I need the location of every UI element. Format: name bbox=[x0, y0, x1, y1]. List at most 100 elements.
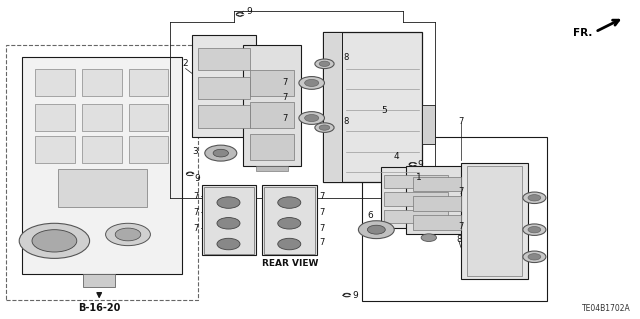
Bar bbox=[82, 69, 122, 96]
Bar bbox=[198, 105, 250, 128]
Bar bbox=[82, 104, 122, 131]
Bar bbox=[83, 274, 115, 287]
Bar bbox=[381, 167, 454, 228]
Text: REAR VIEW: REAR VIEW bbox=[262, 259, 318, 268]
Bar bbox=[35, 104, 75, 131]
Circle shape bbox=[345, 294, 349, 296]
Bar bbox=[384, 210, 448, 223]
Circle shape bbox=[217, 238, 240, 250]
Bar bbox=[384, 175, 448, 188]
Text: 7: 7 bbox=[458, 222, 463, 231]
Bar bbox=[256, 166, 288, 171]
Circle shape bbox=[299, 77, 324, 89]
Bar bbox=[364, 227, 389, 232]
Circle shape bbox=[305, 115, 319, 122]
Text: 9: 9 bbox=[195, 174, 200, 183]
Bar bbox=[202, 185, 256, 255]
Circle shape bbox=[19, 223, 90, 258]
Text: 8: 8 bbox=[456, 235, 461, 244]
Bar bbox=[198, 48, 250, 70]
Text: 8: 8 bbox=[343, 117, 348, 126]
Circle shape bbox=[315, 123, 334, 132]
Circle shape bbox=[278, 218, 301, 229]
Circle shape bbox=[115, 228, 141, 241]
Bar bbox=[58, 169, 147, 207]
Circle shape bbox=[523, 224, 546, 235]
Bar bbox=[262, 185, 317, 255]
Bar bbox=[35, 136, 75, 163]
Text: TE04B1702A: TE04B1702A bbox=[582, 304, 630, 313]
Bar bbox=[250, 134, 294, 160]
Bar bbox=[129, 104, 168, 131]
Bar bbox=[82, 136, 122, 163]
Circle shape bbox=[411, 163, 415, 165]
Text: 4: 4 bbox=[394, 152, 399, 161]
Circle shape bbox=[188, 173, 192, 175]
Circle shape bbox=[32, 230, 77, 252]
Circle shape bbox=[236, 12, 244, 16]
Bar bbox=[6, 45, 198, 300]
Text: 7: 7 bbox=[282, 93, 287, 102]
Circle shape bbox=[528, 195, 541, 201]
Circle shape bbox=[305, 79, 319, 86]
Bar bbox=[204, 187, 254, 254]
Bar bbox=[413, 177, 461, 191]
Circle shape bbox=[358, 221, 394, 239]
Text: 9: 9 bbox=[418, 160, 423, 169]
Bar bbox=[384, 192, 448, 206]
Text: 9: 9 bbox=[247, 7, 252, 16]
Bar bbox=[362, 137, 547, 301]
Circle shape bbox=[528, 254, 541, 260]
Bar bbox=[413, 196, 461, 211]
Circle shape bbox=[528, 226, 541, 233]
Text: 2: 2 bbox=[183, 59, 188, 68]
Circle shape bbox=[238, 13, 242, 15]
Bar bbox=[406, 166, 467, 234]
Bar bbox=[323, 32, 342, 182]
Circle shape bbox=[299, 112, 324, 124]
Bar bbox=[461, 163, 528, 279]
Text: B-16-20: B-16-20 bbox=[78, 303, 120, 313]
Text: 7: 7 bbox=[319, 192, 324, 201]
Circle shape bbox=[343, 293, 351, 297]
Circle shape bbox=[278, 197, 301, 208]
Text: 8: 8 bbox=[343, 53, 348, 62]
Text: 1: 1 bbox=[417, 173, 422, 182]
Text: 7: 7 bbox=[319, 224, 324, 233]
Text: 7: 7 bbox=[282, 114, 287, 122]
Text: 9: 9 bbox=[353, 291, 358, 300]
Circle shape bbox=[523, 192, 546, 204]
Text: 7: 7 bbox=[194, 208, 199, 217]
Text: 7: 7 bbox=[458, 187, 463, 196]
Circle shape bbox=[315, 59, 334, 69]
Circle shape bbox=[217, 218, 240, 229]
Circle shape bbox=[319, 125, 330, 130]
Text: 7: 7 bbox=[282, 78, 287, 87]
Bar bbox=[422, 105, 435, 144]
Bar bbox=[467, 166, 522, 276]
Circle shape bbox=[409, 162, 417, 166]
Text: 7: 7 bbox=[194, 192, 199, 201]
Circle shape bbox=[319, 61, 330, 66]
Bar bbox=[323, 32, 422, 182]
Circle shape bbox=[523, 251, 546, 263]
Circle shape bbox=[421, 234, 436, 241]
Bar bbox=[413, 215, 461, 230]
Bar bbox=[129, 69, 168, 96]
Text: 7: 7 bbox=[194, 224, 199, 233]
Text: 5: 5 bbox=[381, 106, 387, 115]
Circle shape bbox=[278, 238, 301, 250]
Bar bbox=[35, 69, 75, 96]
Circle shape bbox=[205, 145, 237, 161]
Circle shape bbox=[106, 223, 150, 246]
Circle shape bbox=[217, 197, 240, 208]
Text: FR.: FR. bbox=[573, 28, 592, 39]
Bar bbox=[129, 136, 168, 163]
Text: 6: 6 bbox=[367, 211, 372, 220]
Text: 3: 3 bbox=[193, 147, 198, 156]
Circle shape bbox=[213, 149, 228, 157]
Bar bbox=[250, 70, 294, 96]
Polygon shape bbox=[22, 57, 182, 274]
Bar bbox=[250, 102, 294, 128]
Bar bbox=[198, 77, 250, 99]
